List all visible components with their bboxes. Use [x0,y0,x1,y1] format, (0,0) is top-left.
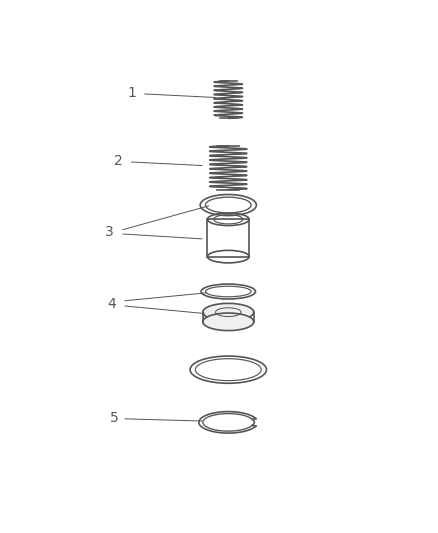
Text: 4: 4 [107,297,116,311]
Text: 2: 2 [114,154,123,168]
Text: 3: 3 [105,225,114,239]
Text: 5: 5 [110,411,118,425]
Bar [207,219,249,256]
Ellipse shape [202,313,253,330]
Ellipse shape [202,303,253,321]
Text: 1: 1 [127,86,136,100]
